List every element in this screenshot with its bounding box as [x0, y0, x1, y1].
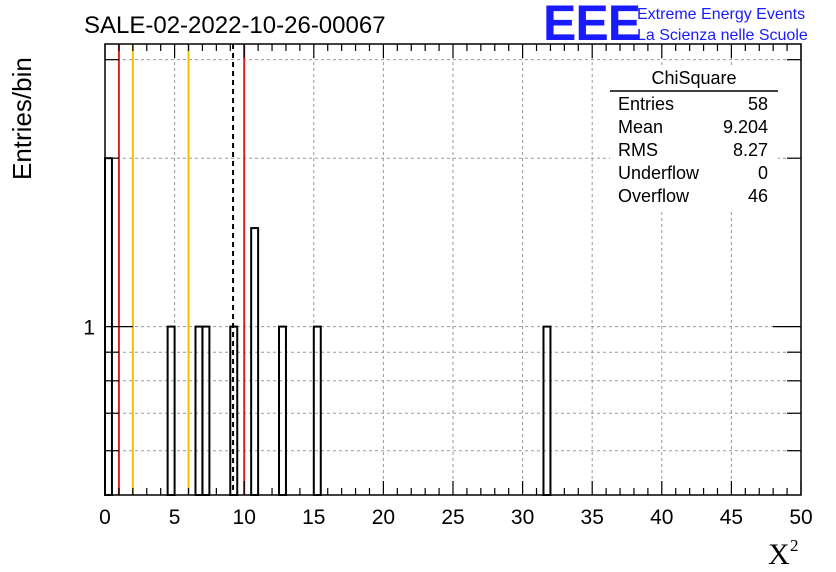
x-tick-label: 5 [169, 506, 181, 529]
x-tick-label: 0 [99, 506, 111, 529]
grid [105, 44, 801, 495]
stats-row-label: Mean [618, 117, 663, 137]
logo-mark: EEE [543, 0, 640, 51]
stats-box-title: ChiSquare [651, 68, 736, 88]
x-tick-label: 25 [441, 506, 464, 529]
stats-row-label: Overflow [618, 186, 690, 206]
x-tick-label: 45 [720, 506, 743, 529]
histogram-bar [250, 227, 260, 496]
stats-row-label: Underflow [618, 163, 700, 183]
stats-row-value: 58 [748, 94, 768, 114]
x-axis-label-superscript: 2 [790, 536, 799, 555]
stats-box-background [610, 66, 778, 210]
logo-line-1: Extreme Energy Events [637, 6, 805, 23]
stats-row-label: Entries [618, 94, 674, 114]
x-tick-label: 30 [511, 506, 534, 529]
x-tick-label: 35 [581, 506, 604, 529]
stats-row-value: 8.27 [733, 140, 768, 160]
x-tick-label: 15 [302, 506, 325, 529]
y-tick-label: 1 [83, 317, 95, 340]
x-axis-ticks: 0 5 10 15 20 25 30 35 40 45 50 [99, 44, 813, 529]
x-axis-label-base: X [768, 538, 790, 571]
y-axis-label: Entries/bin [7, 57, 37, 180]
stats-row-value: 46 [748, 186, 768, 206]
x-tick-label: 20 [372, 506, 395, 529]
x-tick-label: 10 [233, 506, 256, 529]
x-tick-label: 50 [789, 506, 812, 529]
stats-row-label: RMS [618, 140, 658, 160]
eee-logo: EEE Extreme Energy Events La Scienza nel… [543, 0, 808, 51]
stats-row-value: 0 [758, 163, 768, 183]
stats-rows: Entries 58 Mean 9.204 RMS 8.27 Underflow 0 Overf… [618, 94, 768, 206]
y-axis-ticks: 1 [83, 59, 801, 452]
reference-lines [117, 44, 246, 495]
x-tick-label: 40 [650, 506, 673, 529]
x-axis-label: X 2 [768, 536, 799, 571]
logo-line-2: La Scienza nelle Scuole [637, 27, 808, 44]
stats-row-value: 9.204 [723, 117, 768, 137]
chart-title: SALE-02-2022-10-26-00067 [84, 12, 386, 39]
stats-box: ChiSquare Entries 58 Mean 9.204 RMS 8.27 Under… [610, 66, 778, 210]
